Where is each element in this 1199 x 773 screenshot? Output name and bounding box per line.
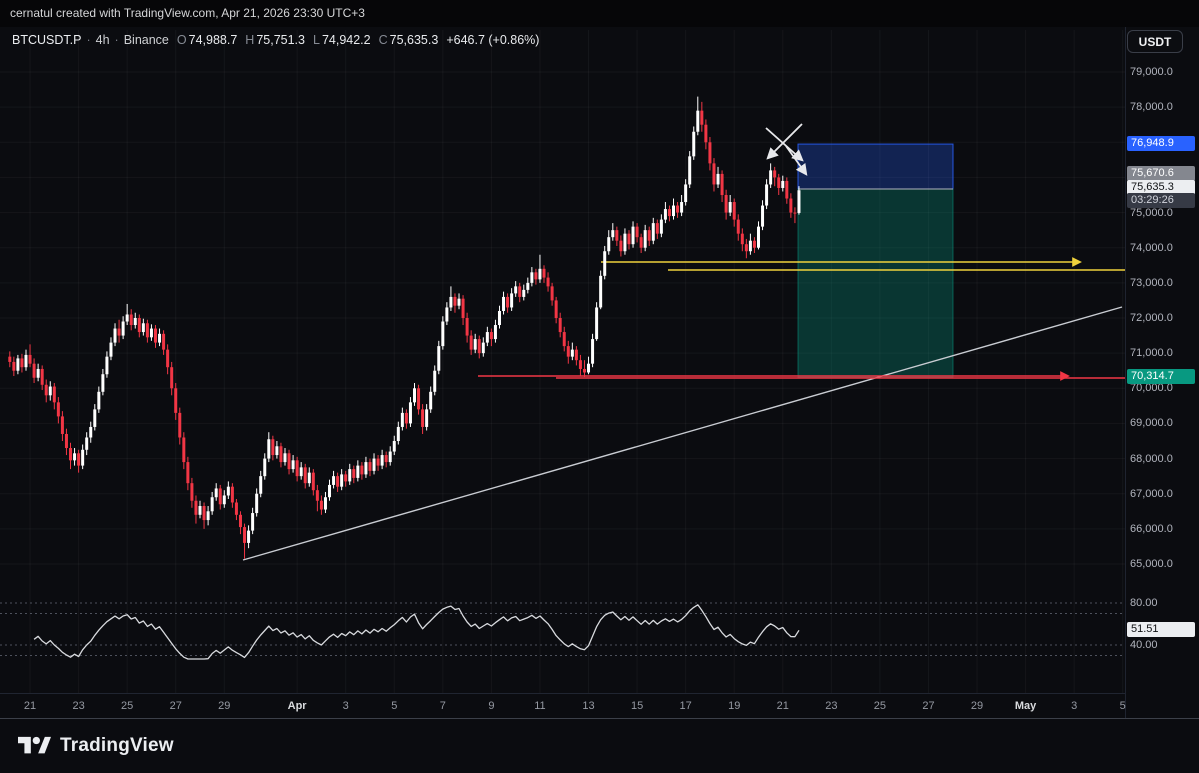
time-axis-label: 13 bbox=[582, 700, 595, 712]
price-axis-label: 78,000.0 bbox=[1130, 101, 1173, 114]
time-axis-label: 7 bbox=[439, 700, 446, 712]
time-axis-label: 23 bbox=[825, 700, 838, 712]
time-axis-label: 19 bbox=[728, 700, 741, 712]
time-axis-label: Apr bbox=[287, 700, 307, 712]
price-axis-label: 68,000.0 bbox=[1130, 452, 1173, 465]
rsi-layer bbox=[0, 602, 1125, 660]
time-axis-label: 25 bbox=[873, 700, 887, 712]
rsi-band-40-label: 40.00 bbox=[1130, 639, 1158, 651]
price-axis-label: 79,000.0 bbox=[1130, 66, 1173, 78]
price-axis-label: 65,000.0 bbox=[1130, 558, 1173, 570]
price-axis-label: 75,000.0 bbox=[1130, 206, 1173, 219]
price-axis-label: 69,000.0 bbox=[1130, 417, 1173, 430]
drawings-layer bbox=[242, 143, 1125, 561]
rsi-value-label: 51.51 bbox=[1127, 622, 1195, 637]
stop-price-label: 76,948.9 bbox=[1127, 136, 1195, 151]
time-axis-label: May bbox=[1014, 700, 1037, 712]
entry-price-label: 75,670.6 bbox=[1127, 166, 1195, 181]
time-axis-label: 25 bbox=[121, 700, 134, 712]
time-axis-label: 11 bbox=[534, 700, 546, 712]
last-price-label: 75,635.3 bbox=[1127, 180, 1195, 195]
chart-legend: BTCUSDT.P · 4h · Binance O 74,988.7 H 75,751.3 L 7… bbox=[12, 33, 539, 47]
time-axis-label: 9 bbox=[488, 700, 495, 712]
time-axis-label: 17 bbox=[679, 700, 692, 712]
price-axis-label: 67,000.0 bbox=[1130, 487, 1173, 500]
time-axis-label: 3 bbox=[342, 700, 349, 712]
time-axis-label: 5 bbox=[391, 700, 398, 712]
time-axis-label: 3 bbox=[1071, 700, 1078, 712]
candles-layer bbox=[8, 96, 801, 559]
footer-bar: TradingView bbox=[0, 718, 1199, 773]
time-axis-label: 27 bbox=[922, 700, 935, 712]
watermark-bar: cernatul created with TradingView.com, A… bbox=[0, 0, 1199, 27]
arrow-drawings-layer bbox=[765, 123, 808, 176]
separator-dot: · bbox=[86, 33, 91, 47]
rsi-band-80-label: 80.00 bbox=[1130, 597, 1158, 609]
separator-dot: · bbox=[114, 33, 119, 47]
countdown-label: 03:29:26 bbox=[1127, 193, 1195, 208]
watermark-text: cernatul created with TradingView.com, A… bbox=[10, 6, 365, 20]
price-axis-label: 70,000.0 bbox=[1130, 382, 1173, 395]
time-axis-label: 15 bbox=[630, 700, 644, 712]
time-axis-label: 5 bbox=[1119, 700, 1126, 712]
time-axis-label: 23 bbox=[72, 700, 85, 712]
price-chart[interactable] bbox=[0, 0, 1125, 693]
exchange-label: Binance bbox=[123, 33, 169, 47]
price-axis-label: 72,000.0 bbox=[1130, 312, 1173, 324]
time-axis-label: 27 bbox=[169, 700, 182, 712]
price-change: +646.7 (+0.86%) bbox=[446, 33, 540, 47]
interval-label[interactable]: 4h bbox=[95, 33, 110, 47]
price-axis-label: 73,000.0 bbox=[1130, 276, 1173, 289]
symbol-name[interactable]: BTCUSDT.P bbox=[12, 33, 82, 47]
price-axis-label: 66,000.0 bbox=[1130, 522, 1173, 535]
ohlc-values: O 74,988.7 H 75,751.3 L 74,942.2 C 75,635.3 bbox=[176, 33, 439, 47]
price-axis[interactable]: 79,000.078,000.077,000.076,000.075,000.0… bbox=[1125, 0, 1199, 718]
tradingview-logo-icon[interactable] bbox=[18, 733, 51, 759]
price-axis-label: 71,000.0 bbox=[1130, 347, 1173, 360]
price-axis-label: 74,000.0 bbox=[1130, 241, 1173, 254]
target-price-label: 70,314.7 bbox=[1127, 369, 1195, 384]
currency-toggle-button[interactable]: USDT bbox=[1127, 30, 1183, 53]
time-axis-label: 21 bbox=[776, 700, 789, 712]
time-axis-label: 29 bbox=[218, 700, 231, 712]
time-axis-label: 29 bbox=[970, 700, 984, 712]
time-axis-label: 21 bbox=[23, 700, 37, 712]
tradingview-wordmark[interactable]: TradingView bbox=[60, 735, 174, 756]
time-axis[interactable]: 21 23 25 27 29 Apr 3 5 7 9 11 13 15 17 19 21 23 25 27 29 May… bbox=[0, 693, 1126, 718]
